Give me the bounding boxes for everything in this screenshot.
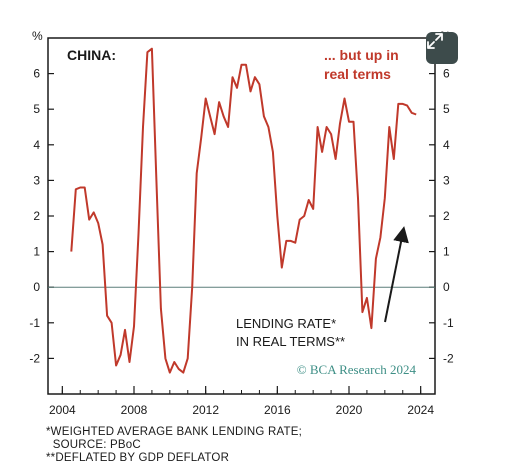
y-tick-label-left: -1 <box>29 316 40 330</box>
y-tick-label-right: 0 <box>443 280 450 294</box>
y-tick-label-right: -1 <box>443 316 454 330</box>
expand-button[interactable] <box>426 32 458 64</box>
footnote-3: **DEFLATED BY GDP DEFLATOR <box>46 452 230 464</box>
series-line <box>70 47 417 374</box>
y-tick-label-left: 6 <box>33 67 40 81</box>
y-tick-label-left: -2 <box>29 351 40 365</box>
x-tick-label: 2008 <box>121 403 148 417</box>
y-tick-label-right: 4 <box>443 138 450 152</box>
y-tick-label-right: 2 <box>443 209 450 223</box>
footnote-2: SOURCE: PBoC <box>46 439 141 451</box>
y-tick-label-right: 1 <box>443 245 450 259</box>
chart-title: CHINA: <box>67 47 116 63</box>
y-tick-label-left: 2 <box>33 209 40 223</box>
x-tick-label: 2016 <box>264 403 291 417</box>
footnotes: *WEIGHTED AVERAGE BANK LENDING RATE; SOU… <box>46 426 302 465</box>
annotation-line-1: ... but up in <box>324 47 399 63</box>
expand-arrows-icon <box>427 33 443 49</box>
annotation-arrow <box>384 226 409 323</box>
y-tick-label-left: 4 <box>33 138 40 152</box>
annotation-line-2: real terms <box>324 66 391 82</box>
y-tick-label-left: 5 <box>33 102 40 116</box>
series-annotation-line-2: IN REAL TERMS** <box>236 334 345 349</box>
series-annotation-line-1: LENDING RATE* <box>236 316 336 331</box>
y-tick-label-right: -2 <box>443 351 454 365</box>
y-tick-label-right: 3 <box>443 173 450 187</box>
y-tick-label-right: 6 <box>443 67 450 81</box>
y-tick-label-left: 3 <box>33 173 40 187</box>
x-tick-label: 2004 <box>49 403 76 417</box>
y-tick-label-right: 5 <box>443 102 450 116</box>
watermark: © BCA Research 2024 <box>297 362 417 377</box>
x-tick-label: 2020 <box>336 403 363 417</box>
x-tick-label: 2024 <box>407 403 434 417</box>
y-tick-label-left: 0 <box>33 280 40 294</box>
x-tick-label: 2012 <box>192 403 219 417</box>
footnote-1: *WEIGHTED AVERAGE BANK LENDING RATE; <box>46 426 302 438</box>
left-unit-label: % <box>32 29 43 43</box>
y-tick-label-left: 1 <box>33 245 40 259</box>
